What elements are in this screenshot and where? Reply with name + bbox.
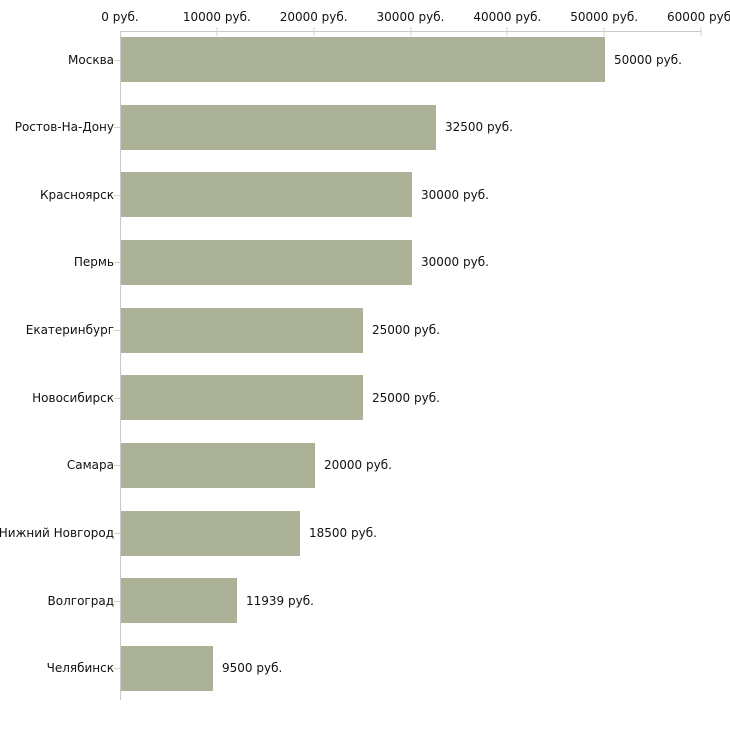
value-label: 25000 руб. [372, 323, 440, 337]
x-axis-tick-mark [603, 27, 605, 36]
x-axis-tick-mark [700, 27, 702, 36]
category-label: Ростов-На-Дону [14, 120, 114, 134]
x-axis-tick-label: 20000 руб. [279, 10, 348, 24]
category-label: Волгоград [47, 594, 114, 608]
category-label: Самара [66, 458, 114, 472]
bar-8 [121, 511, 300, 556]
bar-4 [121, 240, 412, 285]
category-label: Новосибирск [32, 391, 114, 405]
x-axis-tick-label: 30000 руб. [376, 10, 445, 24]
category-label: Екатеринбург [25, 323, 114, 337]
y-axis-tick-mark [114, 60, 120, 61]
y-axis-tick-mark [114, 668, 120, 669]
y-axis-tick-mark [114, 465, 120, 466]
y-axis-tick-mark [114, 195, 120, 196]
bar-7 [121, 443, 315, 488]
x-axis-tick-mark [216, 27, 218, 36]
category-label: Пермь [73, 255, 114, 269]
x-axis-tick-label: 10000 руб. [182, 10, 251, 24]
value-label: 32500 руб. [445, 120, 513, 134]
category-label: Москва [68, 53, 114, 67]
y-axis-tick-mark [114, 398, 120, 399]
y-axis-tick-mark [114, 330, 120, 331]
y-axis-tick-mark [114, 601, 120, 602]
category-label: Челябинск [46, 661, 114, 675]
bar-3 [121, 172, 412, 217]
bar-2 [121, 105, 436, 150]
y-axis-tick-mark [114, 533, 120, 534]
value-label: 18500 руб. [309, 526, 377, 540]
x-axis-line [120, 31, 702, 32]
y-axis-tick-mark [114, 127, 120, 128]
x-axis-tick-label: 60000 руб. [667, 10, 730, 24]
value-label: 9500 руб. [222, 661, 283, 675]
value-label: 11939 руб. [246, 594, 314, 608]
value-label: 25000 руб. [372, 391, 440, 405]
x-axis-tick-label: 50000 руб. [570, 10, 639, 24]
x-axis-tick-label: 0 руб. [101, 10, 139, 24]
value-label: 30000 руб. [421, 255, 489, 269]
category-label: Красноярск [40, 188, 114, 202]
bar-5 [121, 308, 363, 353]
x-axis-tick-mark [410, 27, 411, 36]
value-label: 30000 руб. [421, 188, 489, 202]
x-axis-tick-mark [506, 27, 508, 36]
bar-1 [121, 37, 605, 82]
x-axis-tick-mark [313, 27, 315, 36]
y-axis-tick-mark [114, 262, 120, 263]
value-label: 50000 руб. [614, 53, 682, 67]
value-label: 20000 руб. [324, 458, 392, 472]
x-axis-tick-label: 40000 руб. [473, 10, 542, 24]
bar-9 [121, 578, 237, 623]
bar-6 [121, 375, 363, 420]
y-axis-line [120, 31, 121, 700]
category-label: Нижний Новгород [0, 526, 114, 540]
bar-10 [121, 646, 213, 691]
